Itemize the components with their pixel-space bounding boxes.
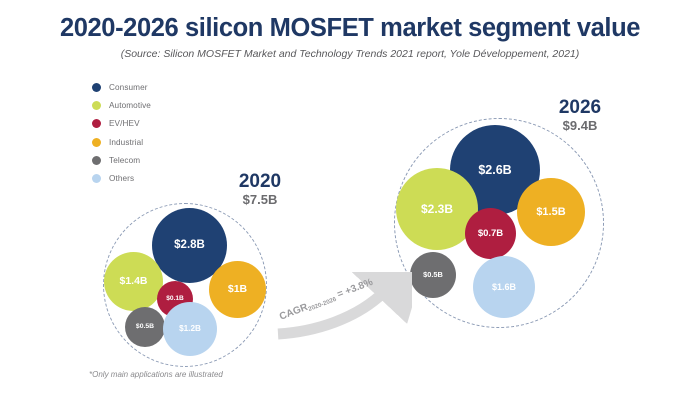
bubble-automotive[interactable]: $2.3B <box>396 168 478 250</box>
bubble-ev_hev[interactable]: $0.7B <box>465 208 516 259</box>
bubble-value-label: $2.6B <box>478 162 512 177</box>
bubble-others[interactable]: $1.2B <box>163 302 217 356</box>
cagr-arrow-icon <box>277 241 432 340</box>
cluster-header-2020: 2020 $7.5B <box>200 172 320 208</box>
bubble-value-label: $2.8B <box>174 238 205 251</box>
legend-item[interactable]: Telecom <box>92 155 151 166</box>
source-caption: (Source: Silicon MOSFET Market and Techn… <box>120 48 580 60</box>
cluster-boundary-circle <box>394 118 604 328</box>
bubble-others[interactable]: $1.6B <box>473 256 535 318</box>
cluster-header-2026: 2026 $9.4B <box>520 98 640 134</box>
bubble-automotive[interactable]: $1.4B <box>104 252 163 311</box>
legend-item-label: Consumer <box>109 83 148 92</box>
legend-swatch-icon <box>92 101 101 111</box>
cluster-total-label: $7.5B <box>242 191 278 207</box>
bubble-value-label: $0.5B <box>135 322 155 330</box>
bubble-value-label: $1.6B <box>491 281 517 292</box>
legend-swatch-icon <box>92 155 101 165</box>
legend-swatch-icon <box>92 83 101 92</box>
legend-item-label: Telecom <box>109 155 141 165</box>
bubble-value-label: $0.1B <box>166 294 184 302</box>
legend-item-label: Others <box>109 173 135 183</box>
legend-swatch-icon <box>92 173 101 183</box>
cluster-year-label: 2026 <box>558 97 602 118</box>
bubble-value-label: $1.4B <box>119 275 148 288</box>
page-title: 2020-2026 silicon MOSFET market segment … <box>59 14 641 42</box>
legend-swatch-icon <box>92 137 101 147</box>
legend-item[interactable]: Automotive <box>92 100 151 111</box>
bubble-value-label: $0.7B <box>477 227 504 239</box>
bubble-value-label: $1B <box>227 283 248 296</box>
bubble-value-label: $2.3B <box>420 202 454 216</box>
cluster-boundary-circle <box>103 203 267 367</box>
legend-swatch-icon <box>92 119 101 129</box>
bubble-value-label: $1.5B <box>536 205 566 218</box>
legend-item[interactable]: Industrial <box>92 137 151 148</box>
cagr-annotation: CAGR2020-2026 = +3.8% <box>272 241 432 344</box>
bubble-industrial[interactable]: $1B <box>209 261 266 318</box>
cluster-total-label: $9.4B <box>562 117 598 133</box>
legend-item-label: Industrial <box>109 137 144 147</box>
bubble-telecom[interactable]: $0.5B <box>410 252 456 298</box>
legend-item-label: EV/HEV <box>109 119 140 129</box>
bubble-value-label: $1.2B <box>179 323 201 333</box>
legend-item[interactable]: EV/HEV <box>92 118 151 129</box>
bubble-value-label: $0.5B <box>423 270 443 280</box>
legend-item[interactable]: Others <box>92 173 151 184</box>
footnote: *Only main applications are illustrated <box>89 370 223 379</box>
legend: Consumer Automotive EV/HEV Industrial Teleco… <box>92 82 151 184</box>
legend-item-label: Automotive <box>109 101 151 111</box>
bubble-telecom[interactable]: $0.5B <box>125 307 165 347</box>
bubble-industrial[interactable]: $1.5B <box>517 178 585 246</box>
legend-item[interactable]: Consumer <box>92 82 151 93</box>
cluster-year-label: 2020 <box>238 171 282 192</box>
